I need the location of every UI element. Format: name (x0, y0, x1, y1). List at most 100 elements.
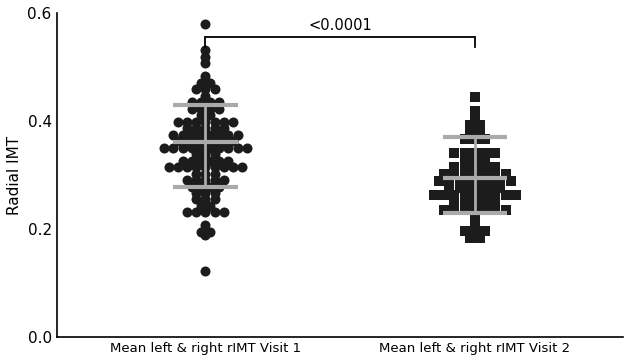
Point (210, 119, 220, 125)
Point (470, 193, 480, 198)
Point (460, 164, 470, 170)
Point (219, 119, 229, 125)
Point (470, 207, 480, 212)
Point (480, 193, 490, 198)
Point (214, 106, 224, 111)
Point (465, 186, 475, 191)
Point (232, 132, 243, 138)
Point (449, 172, 459, 177)
Point (182, 138, 192, 144)
Point (205, 145, 215, 151)
Point (200, 190, 210, 196)
Point (210, 125, 220, 131)
Point (501, 207, 511, 212)
Point (196, 132, 206, 138)
Point (200, 138, 210, 144)
Point (490, 193, 500, 198)
Point (460, 172, 470, 177)
Point (232, 145, 243, 151)
Point (501, 172, 511, 177)
Point (475, 122, 485, 128)
Point (460, 157, 470, 163)
Point (205, 112, 215, 118)
Point (480, 199, 490, 205)
Point (237, 164, 247, 170)
Point (449, 193, 459, 198)
Point (210, 138, 220, 144)
Point (470, 164, 480, 170)
Point (434, 178, 444, 184)
Point (192, 125, 202, 131)
Point (460, 193, 470, 198)
Point (439, 207, 449, 212)
Point (224, 158, 234, 164)
Point (511, 193, 521, 198)
Point (490, 207, 500, 212)
Point (449, 151, 459, 156)
Point (470, 228, 480, 233)
Point (470, 136, 480, 142)
Point (200, 119, 210, 125)
Point (159, 145, 169, 151)
Point (192, 164, 202, 170)
Point (200, 164, 210, 170)
Point (200, 223, 210, 228)
Point (173, 164, 183, 170)
Point (480, 207, 490, 212)
Point (490, 199, 500, 205)
Point (210, 210, 220, 215)
Point (200, 60, 210, 66)
Point (228, 138, 238, 144)
Point (429, 193, 439, 198)
Point (200, 210, 210, 215)
Point (182, 119, 192, 125)
Point (485, 186, 495, 191)
Point (192, 171, 202, 176)
Point (475, 129, 485, 135)
Point (205, 184, 215, 189)
Point (470, 108, 480, 114)
Point (214, 158, 224, 164)
Point (182, 177, 192, 183)
Point (200, 87, 210, 92)
Point (214, 184, 224, 189)
Point (214, 132, 224, 138)
Point (444, 178, 454, 184)
Point (164, 164, 174, 170)
Point (470, 115, 480, 121)
Point (186, 145, 197, 151)
Point (490, 172, 500, 177)
Point (200, 268, 210, 274)
Point (480, 164, 490, 170)
Point (465, 235, 475, 240)
Point (475, 235, 485, 240)
Point (470, 221, 480, 227)
Point (205, 229, 215, 235)
Point (196, 229, 206, 235)
Point (186, 132, 197, 138)
Point (186, 158, 197, 164)
Point (200, 171, 210, 176)
Point (192, 138, 202, 144)
Point (210, 177, 220, 183)
Point (470, 199, 480, 205)
Point (178, 158, 188, 164)
Point (178, 132, 188, 138)
Point (219, 125, 229, 131)
Point (439, 193, 449, 198)
Point (224, 145, 234, 151)
Point (490, 151, 500, 156)
Point (192, 197, 202, 202)
Point (186, 106, 197, 111)
Point (480, 157, 490, 163)
Point (200, 177, 210, 183)
Point (186, 99, 197, 105)
Point (210, 171, 220, 176)
Point (480, 136, 490, 142)
Point (480, 172, 490, 177)
Point (219, 164, 229, 170)
Text: <0.0001: <0.0001 (308, 18, 372, 33)
Point (444, 186, 454, 191)
Point (182, 210, 192, 215)
Point (205, 132, 215, 138)
